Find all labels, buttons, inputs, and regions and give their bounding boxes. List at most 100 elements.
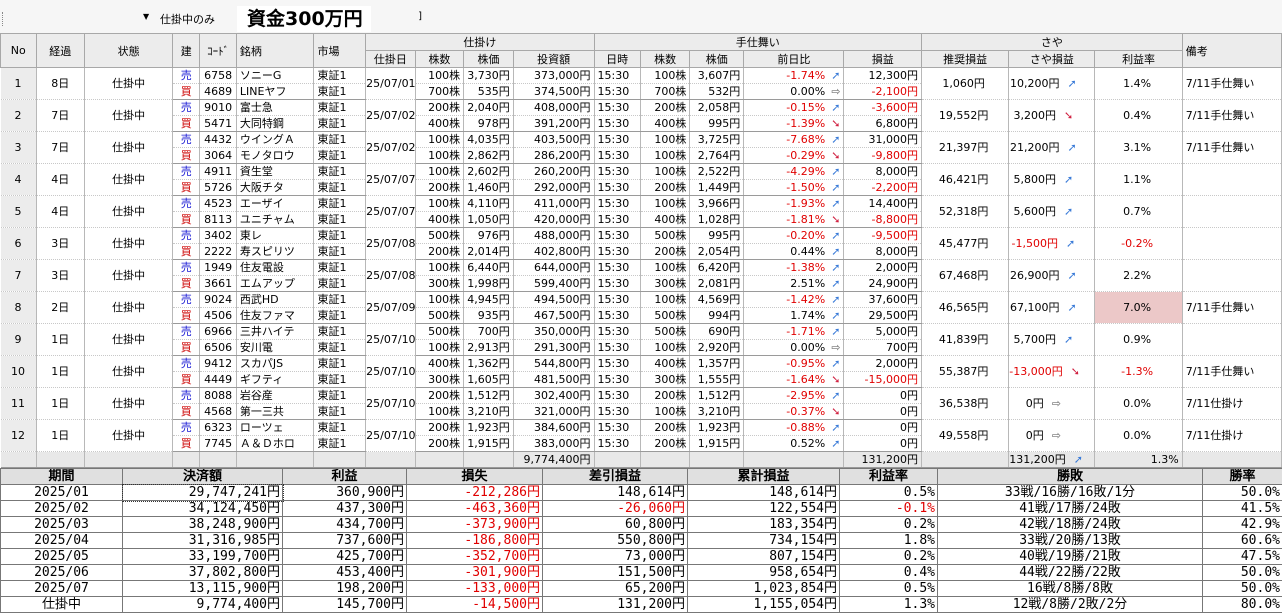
table-row[interactable]: 12 1日 仕掛中売 6323 ローツェ 東証1 25/07/10 200株 1,923円 384… bbox=[0, 419, 1282, 452]
side-cell: 買 bbox=[172, 243, 201, 260]
header-elapsed[interactable]: 経過 bbox=[35, 33, 86, 68]
table-row[interactable]: 買 4689 LINEヤフ 東証1 700株 535円 374,500円 15:30 700株 5… bbox=[1, 83, 1282, 100]
summary-header-0[interactable]: 期間 bbox=[0, 468, 123, 485]
summary-profit: 425,700円 bbox=[282, 548, 407, 565]
summary-amount: 31,316,985円 bbox=[122, 532, 283, 549]
table-row[interactable]: 1 8日 仕掛中売 6758 ソニーG 東証1 25/07/01 100株 3,730円 373,… bbox=[0, 67, 1282, 100]
table-row[interactable]: 11 1日 仕掛中売 8088 岩谷産 東証1 25/07/10 200株 1,512円 302,… bbox=[0, 387, 1282, 420]
table-row[interactable]: 2 7日 仕掛中売 9010 富士急 東証1 25/07/02 200株 2,040円 408,0… bbox=[0, 99, 1282, 132]
summary-row[interactable]: 2025/04 31,316,985円 737,600円 -186,800円 550,8… bbox=[0, 532, 1282, 549]
row-number: 1 bbox=[0, 67, 37, 100]
header-market[interactable]: 市場 bbox=[313, 33, 367, 68]
entry-date-cell: 25/07/07 bbox=[365, 163, 416, 196]
summary-row[interactable]: 2025/06 37,802,800円 453,400円 -301,900円 151,5… bbox=[0, 564, 1282, 581]
header-time[interactable]: 日時 bbox=[593, 50, 641, 68]
header-rate[interactable]: 利益率 bbox=[1094, 50, 1183, 68]
header-spread-pl[interactable]: さや損益 bbox=[1008, 50, 1096, 68]
toolbar-extra-control[interactable]: ] bbox=[418, 11, 422, 22]
summary-header-4[interactable]: 差引損益 bbox=[542, 468, 688, 485]
table-row[interactable]: 10 1日 仕掛中売 9412 スカパJS 東証1 25/07/10 400株 1,362円 54… bbox=[0, 355, 1282, 388]
header-rec-pl[interactable]: 推奨損益 bbox=[920, 50, 1010, 68]
table-row[interactable]: 4 4日 仕掛中売 4911 資生堂 東証1 25/07/07 100株 2,602円 260,2… bbox=[0, 163, 1282, 196]
arrow-down-right-icon: ➘ bbox=[1070, 365, 1080, 378]
table-row[interactable]: 買 4568 第一三共 東証1 100株 3,210円 321,000円 15:30 100株 3… bbox=[1, 403, 1282, 420]
amount-cell: 481,500円 bbox=[513, 371, 595, 388]
totals-empty bbox=[415, 451, 465, 468]
note-cell[interactable]: 7/11仕掛け bbox=[1182, 387, 1282, 420]
summary-row[interactable]: 2025/03 38,248,900円 434,700円 -373,900円 60,80… bbox=[0, 516, 1282, 533]
header-entry-date[interactable]: 仕掛日 bbox=[365, 50, 416, 68]
table-row[interactable]: 買 5726 大阪チタ 東証1 200株 1,460円 292,000円 15:30 200株 1… bbox=[1, 179, 1282, 196]
name-cell: 資生堂 bbox=[236, 163, 315, 180]
entry-date-cell: 25/07/08 bbox=[365, 259, 416, 292]
toolbar-grip[interactable] bbox=[2, 12, 5, 26]
summary-net: 151,500円 bbox=[542, 564, 688, 581]
table-row[interactable]: 買 3064 モノタロウ 東証1 100株 2,862円 286,200円 15:30 100株… bbox=[1, 147, 1282, 164]
header-status[interactable]: 状態 bbox=[84, 33, 174, 68]
note-cell[interactable]: 7/11手仕舞い bbox=[1182, 99, 1282, 132]
exit-shares-cell: 400株 bbox=[640, 115, 691, 132]
status-cell: 仕掛中 bbox=[84, 131, 174, 164]
summary-row[interactable]: 2025/05 33,199,700円 425,700円 -352,700円 73,00… bbox=[0, 548, 1282, 565]
prev-diff-value: -1.64% bbox=[786, 373, 826, 386]
table-row[interactable]: 買 2222 寿スピリツ 東証1 200株 2,014円 402,800円 15:30 200株… bbox=[1, 243, 1282, 260]
header-side[interactable]: 建 bbox=[172, 33, 201, 68]
table-row[interactable]: 買 4449 ギフティ 東証1 300株 1,605円 481,500円 15:30 300株 1… bbox=[1, 371, 1282, 388]
summary-row[interactable]: 仕掛中 9,774,400円 145,700円 -14,500円 131,200円 1,1… bbox=[0, 596, 1282, 613]
note-cell[interactable]: 7/11仕掛け bbox=[1182, 419, 1282, 452]
summary-row[interactable]: 2025/01 29,747,241円 360,900円 -212,286円 148,6… bbox=[0, 483, 1282, 502]
note-cell[interactable] bbox=[1182, 259, 1282, 292]
table-row[interactable]: 6 3日 仕掛中売 3402 東レ 東証1 25/07/08 500株 976円 488,000円… bbox=[0, 227, 1282, 260]
note-cell[interactable] bbox=[1182, 195, 1282, 228]
note-cell[interactable] bbox=[1182, 323, 1282, 356]
dropdown-arrow-icon[interactable]: ▼ bbox=[143, 12, 150, 21]
header-note[interactable]: 備考 bbox=[1181, 33, 1282, 68]
summary-header-3[interactable]: 損失 bbox=[406, 468, 543, 485]
arrow-down-right-icon: ➘ bbox=[831, 405, 841, 418]
summary-header-6[interactable]: 利益率 bbox=[839, 468, 938, 485]
table-row[interactable]: 買 5471 大同特鋼 東証1 400株 978円 391,200円 15:30 400株 995… bbox=[1, 115, 1282, 132]
row-number: 4 bbox=[0, 163, 37, 196]
table-row[interactable]: 買 8113 ユニチャム 東証1 400株 1,050円 420,000円 15:30 400株… bbox=[1, 211, 1282, 228]
note-cell[interactable]: 7/11手仕舞い bbox=[1182, 291, 1282, 324]
table-row[interactable]: 買 4506 住友ファマ 東証1 500株 935円 467,500円 15:30 500株 99… bbox=[1, 307, 1282, 324]
summary-row[interactable]: 2025/02 34,124,450円 437,300円 -463,360円 -26,0… bbox=[0, 500, 1282, 517]
header-exit-shares[interactable]: 株数 bbox=[639, 50, 691, 68]
rate-cell: 1.4% bbox=[1094, 67, 1183, 100]
header-price[interactable]: 株価 bbox=[463, 50, 514, 68]
table-row[interactable]: 9 1日 仕掛中売 6966 三井ハイテ 東証1 25/07/10 500株 700円 350,0… bbox=[0, 323, 1282, 356]
table-row[interactable]: 8 2日 仕掛中売 9024 西武HD 東証1 25/07/09 100株 4,945円 494,… bbox=[0, 291, 1282, 324]
summary-header-8[interactable]: 勝率 bbox=[1202, 468, 1282, 485]
table-row[interactable]: 買 6506 安川電 東証1 100株 2,913円 291,300円 15:30 100株 2,… bbox=[1, 339, 1282, 356]
table-row[interactable]: 7 3日 仕掛中売 1949 住友電設 東証1 25/07/08 100株 6,440円 644,… bbox=[0, 259, 1282, 292]
summary-header-1[interactable]: 決済額 bbox=[122, 468, 283, 485]
header-prev-diff[interactable]: 前日比 bbox=[743, 50, 845, 68]
note-cell[interactable] bbox=[1182, 163, 1282, 196]
table-row[interactable]: 5 4日 仕掛中売 4523 エーザイ 東証1 25/07/07 100株 4,110円 411,… bbox=[0, 195, 1282, 228]
note-cell[interactable]: 7/11手仕舞い bbox=[1182, 355, 1282, 388]
totals-empty bbox=[463, 451, 514, 468]
price-cell: 3,730円 bbox=[463, 67, 514, 84]
note-cell[interactable] bbox=[1182, 227, 1282, 260]
prev-diff-value: -0.15% bbox=[786, 101, 826, 114]
header-amount[interactable]: 投資額 bbox=[512, 50, 595, 68]
header-pl[interactable]: 損益 bbox=[843, 50, 922, 68]
prev-diff-value: -0.20% bbox=[786, 229, 826, 242]
summary-amount: 29,747,241円 bbox=[121, 483, 284, 502]
header-code[interactable]: ｺｰﾄﾞ bbox=[199, 33, 237, 68]
summary-header-2[interactable]: 利益 bbox=[282, 468, 407, 485]
summary-header-7[interactable]: 勝敗 bbox=[937, 468, 1203, 485]
header-exit-price[interactable]: 株価 bbox=[689, 50, 745, 68]
summary-header-5[interactable]: 累計損益 bbox=[687, 468, 840, 485]
table-row[interactable]: 買 3661 エムアップ 東証1 300株 1,998円 599,400円 15:30 300株… bbox=[1, 275, 1282, 292]
filter-dropdown[interactable]: 仕掛中のみ bbox=[160, 13, 215, 26]
header-name[interactable]: 銘柄 bbox=[235, 33, 315, 68]
table-row[interactable]: 買 7745 Ａ＆Ｄホロ 東証1 200株 1,915円 383,000円 15:30 200株… bbox=[1, 435, 1282, 452]
header-no[interactable]: No bbox=[0, 33, 37, 68]
note-cell[interactable]: 7/11手仕舞い bbox=[1182, 131, 1282, 164]
exit-price-cell: 1,915円 bbox=[689, 435, 745, 452]
header-shares[interactable]: 株数 bbox=[414, 50, 465, 68]
note-cell[interactable]: 7/11手仕舞い bbox=[1182, 67, 1282, 100]
summary-row[interactable]: 2025/07 13,115,900円 198,200円 -133,000円 65,20… bbox=[0, 580, 1282, 597]
table-row[interactable]: 3 7日 仕掛中売 4432 ウイングＡ 東証1 25/07/02 100株 4,035円 403… bbox=[0, 131, 1282, 164]
